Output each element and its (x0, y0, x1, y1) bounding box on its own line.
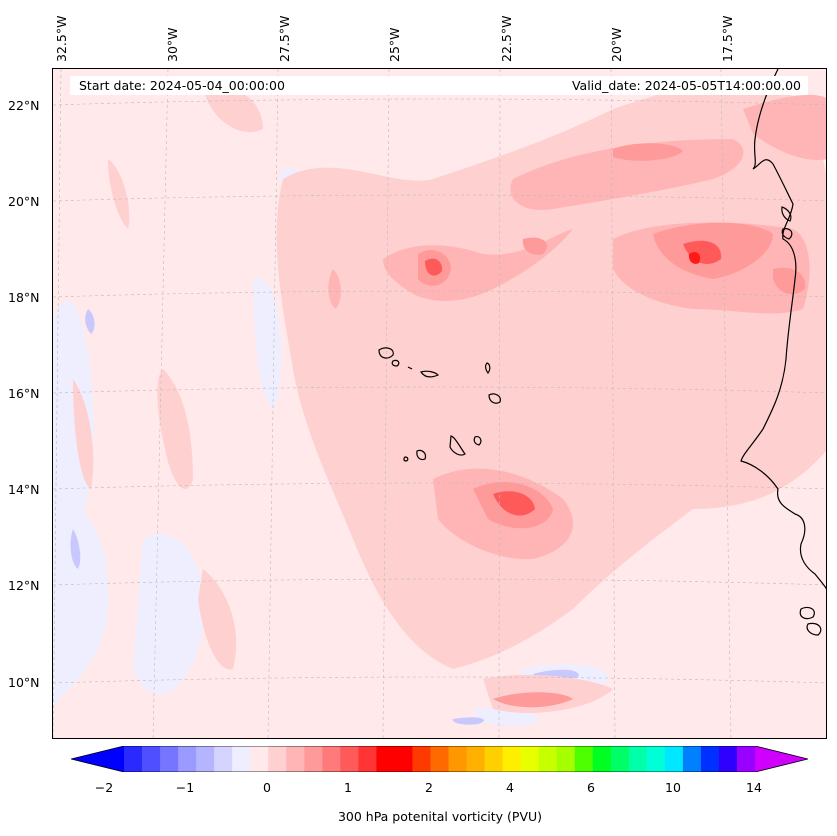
valid-date-label: Valid_date: 2024-05-05T14:00:00.00 (571, 78, 801, 93)
coastline (740, 69, 826, 636)
colorbar-segment (610, 746, 630, 772)
cape-verde-islands (378, 347, 501, 462)
colorbar-segment (340, 746, 359, 772)
colorbar-tick-14: 14 (746, 780, 762, 795)
lat-label-22n: 22°N (8, 98, 40, 113)
colorbar-segment (682, 746, 702, 772)
colorbar-segment (484, 746, 504, 772)
colorbar-tick-1: 1 (344, 780, 352, 795)
colorbar-tick-minus-1: −1 (175, 780, 195, 795)
pv-level-peak (425, 240, 722, 516)
pv-maximum (688, 252, 701, 264)
colorbar-segment (592, 746, 612, 772)
colorbar-segment (250, 746, 269, 772)
colorbar-segment (232, 746, 251, 772)
colorbar-segment (196, 746, 215, 772)
lon-label-22-5w: 22.5°W (499, 15, 514, 62)
colorbar-tick-6: 6 (587, 780, 595, 795)
colorbar-segment (322, 746, 341, 772)
colorbar-tick-2: 2 (425, 780, 433, 795)
colorbar-tick-minus-2: −2 (94, 780, 114, 795)
colorbar-extend-max (755, 746, 808, 772)
colorbar-label: 300 hPa potenital vorticity (PVU) (337, 809, 543, 824)
colorbar-segment (124, 746, 143, 772)
colorbar-segment (304, 746, 323, 772)
colorbar-segment (214, 746, 233, 772)
colorbar-segment (628, 746, 648, 772)
colorbar-segment (700, 746, 720, 772)
colorbar (70, 745, 809, 773)
lat-label-10n: 10°N (8, 675, 40, 690)
lon-label-20w: 20°W (609, 27, 624, 62)
colorbar-svg (70, 745, 809, 773)
lon-label-32-5w: 32.5°W (54, 15, 69, 62)
colorbar-ticks: −2 −1 0 1 2 4 6 10 14 (0, 780, 837, 800)
title-background (70, 76, 808, 95)
colorbar-segment (142, 746, 161, 772)
lat-label-16n: 16°N (8, 386, 40, 401)
colorbar-segment (538, 746, 558, 772)
colorbar-segment (448, 746, 468, 772)
colorbar-segment (286, 746, 305, 772)
colorbar-segment (502, 746, 522, 772)
map-panel (52, 68, 827, 739)
colorbar-segment (412, 746, 431, 772)
lon-label-30w: 30°W (165, 27, 180, 62)
colorbar-segment (574, 746, 594, 772)
colorbar-segment (646, 746, 666, 772)
colorbar-segment (268, 746, 287, 772)
lon-label-27-5w: 27.5°W (277, 15, 292, 62)
colorbar-tick-0: 0 (263, 780, 271, 795)
colorbar-segment (430, 746, 450, 772)
graticule (53, 69, 826, 738)
colorbar-segment (736, 746, 756, 772)
colorbar-segment (718, 746, 738, 772)
colorbar-segment (160, 746, 179, 772)
colorbar-segment (376, 746, 395, 772)
colorbar-tick-4: 4 (506, 780, 514, 795)
start-date-label: Start date: 2024-05-04_00:00:00 (79, 78, 285, 93)
lon-label-17-5w: 17.5°W (720, 15, 735, 62)
colorbar-segment (664, 746, 684, 772)
colorbar-segment (556, 746, 576, 772)
lat-label-18n: 18°N (8, 290, 40, 305)
pv-contour-map (53, 69, 826, 738)
colorbar-tick-10: 10 (665, 780, 681, 795)
lat-label-20n: 20°N (8, 194, 40, 209)
colorbar-segment (394, 746, 413, 772)
colorbar-segment (466, 746, 486, 772)
lat-label-14n: 14°N (8, 482, 40, 497)
lat-label-12n: 12°N (8, 578, 40, 593)
colorbar-extend-min (71, 746, 124, 772)
colorbar-segment (520, 746, 540, 772)
colorbar-segment (178, 746, 197, 772)
colorbar-segment (358, 746, 377, 772)
lon-label-25w: 25°W (387, 27, 402, 62)
